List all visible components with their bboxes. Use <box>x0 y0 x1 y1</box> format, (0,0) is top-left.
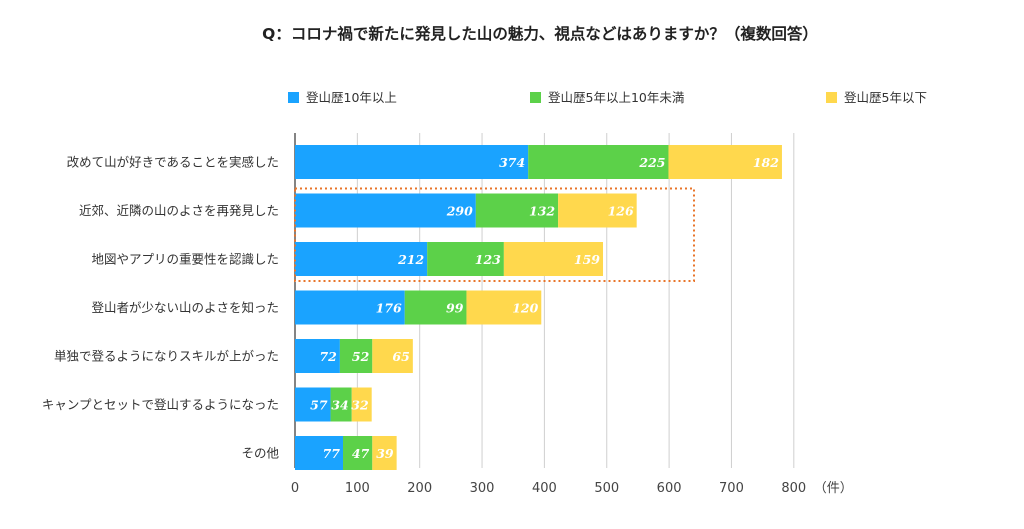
value-label: 57 <box>310 398 328 413</box>
x-tick-label: 400 <box>532 481 557 496</box>
bar-segment <box>466 290 542 325</box>
legend: 登山歴10年以上 登山歴5年以上10年未満 登山歴5年以下 <box>288 90 927 105</box>
x-tick-label: 700 <box>719 481 744 496</box>
bar-segment <box>343 436 373 470</box>
bar-segment <box>475 193 559 228</box>
value-label: 39 <box>376 446 394 461</box>
x-tick-label: 100 <box>345 481 370 496</box>
x-ticks: 0 100 200 300 400 500 600 700 800 （件） <box>291 481 853 496</box>
category-label: 単独で登るようになりスキルが上がった <box>54 349 279 364</box>
value-label: 77 <box>323 446 341 461</box>
x-tick-label: 600 <box>657 481 682 496</box>
bar-segment <box>372 339 413 373</box>
value-label: 72 <box>319 349 337 364</box>
value-label: 176 <box>376 301 402 316</box>
bar-segment <box>295 242 428 276</box>
bar-segment <box>295 145 529 179</box>
bar-segment <box>295 387 331 422</box>
category-labels: 改めて山が好きであることを実感した近郊、近隣の山のよさを再発見した地図やアプリの… <box>42 155 280 461</box>
bar-segment <box>295 290 405 325</box>
value-label: 374 <box>499 155 525 170</box>
x-tick-label: 0 <box>291 481 299 496</box>
x-tick-label: 500 <box>594 481 619 496</box>
value-label: 212 <box>397 252 424 267</box>
bar-segment <box>330 387 352 422</box>
bar-segment <box>668 145 782 179</box>
bar-segment <box>351 387 372 422</box>
legend-swatch <box>288 92 299 103</box>
bar-segment <box>339 339 373 373</box>
bar-segment <box>295 193 476 228</box>
legend-swatch <box>826 92 837 103</box>
bar-segment <box>295 339 340 373</box>
category-label: 近郊、近隣の山のよさを再発見した <box>79 203 279 218</box>
value-label: 126 <box>608 204 634 219</box>
legend-label: 登山歴5年以上10年未満 <box>548 90 684 105</box>
value-label: 182 <box>753 155 779 170</box>
chart-title: Q：コロナ禍で新たに発見した山の魅力、視点などはありますか？（複数回答） <box>262 24 818 43</box>
value-label: 159 <box>574 252 600 267</box>
category-label: 改めて山が好きであることを実感した <box>67 155 279 170</box>
category-label: その他 <box>241 446 279 461</box>
bar-segment <box>404 290 467 325</box>
bar-segment <box>372 436 397 470</box>
bar-segment <box>295 436 344 470</box>
x-tick-label: 300 <box>470 481 495 496</box>
x-tick-label: 200 <box>407 481 432 496</box>
bar-segment <box>528 145 669 179</box>
value-label: 99 <box>446 301 464 316</box>
bar-segment <box>503 242 604 276</box>
legend-label: 登山歴5年以下 <box>844 90 927 105</box>
value-label: 65 <box>392 349 409 364</box>
bars <box>295 145 782 470</box>
value-label: 34 <box>331 398 348 413</box>
value-label: 225 <box>638 155 665 170</box>
value-label: 52 <box>352 349 370 364</box>
bar-segment <box>558 193 637 228</box>
value-label: 132 <box>529 204 555 219</box>
category-label: キャンプとセットで登山するようになった <box>42 397 279 412</box>
value-labels: 374 225 182 290 132 126 212 123 159 176 99 120 72 52 6… <box>310 155 779 461</box>
category-label: 地図やアプリの重要性を認識した <box>91 252 279 267</box>
value-label: 32 <box>351 398 369 413</box>
value-label: 120 <box>512 301 538 316</box>
x-tick-label: 800 <box>781 481 806 496</box>
legend-swatch <box>530 92 541 103</box>
value-label: 47 <box>352 446 370 461</box>
value-label: 123 <box>475 252 501 267</box>
x-unit-label: （件） <box>814 481 853 496</box>
legend-label: 登山歴10年以上 <box>306 90 397 105</box>
value-label: 290 <box>446 204 473 219</box>
highlight-box <box>294 187 695 282</box>
bar-segment <box>427 242 504 276</box>
category-label: 登山者が少ない山のよさを知った <box>91 300 279 315</box>
